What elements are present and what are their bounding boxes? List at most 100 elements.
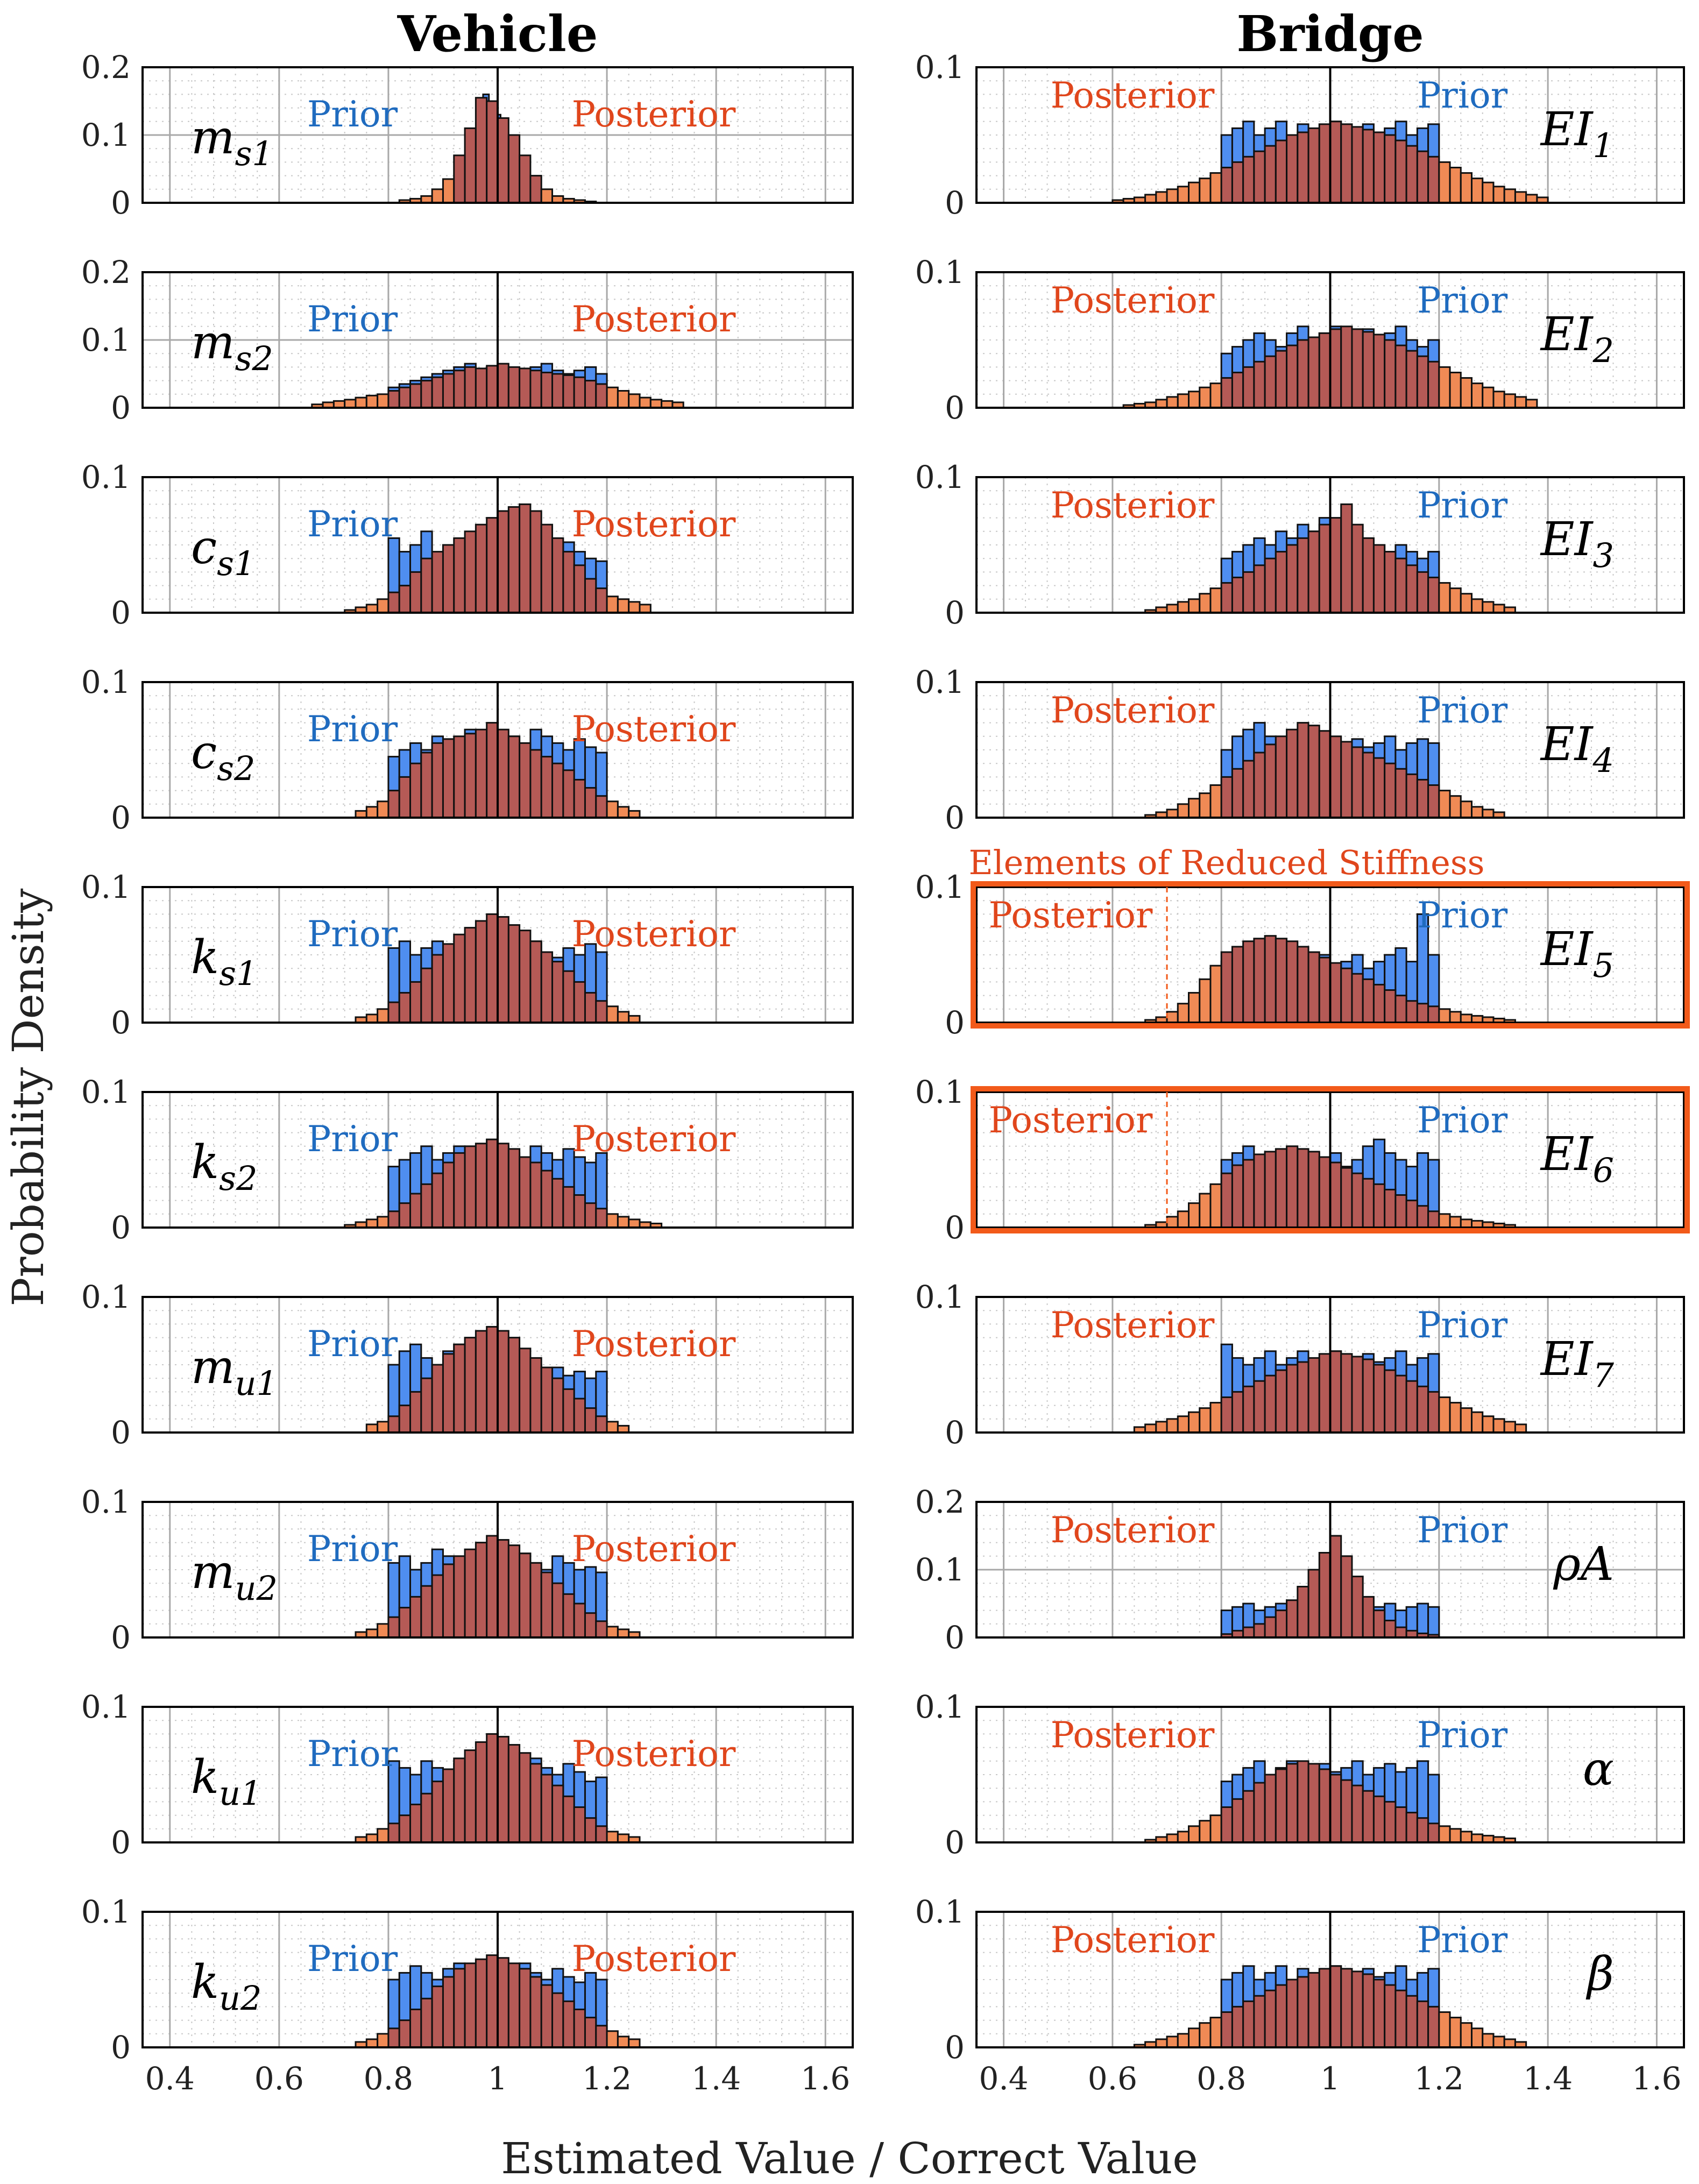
posterior-bar bbox=[1155, 191, 1168, 204]
posterior-bar bbox=[1209, 172, 1222, 204]
panel-cs2: 0 0.1 Prior Posterior cs2 bbox=[81, 664, 854, 836]
posterior-bar bbox=[1318, 956, 1332, 1024]
posterior-bar bbox=[1384, 989, 1397, 1024]
posterior-bar bbox=[1340, 967, 1353, 1024]
parameter-symbol: m bbox=[191, 111, 235, 165]
parameter-symbol: m bbox=[191, 1545, 235, 1599]
parameter-symbol: k bbox=[191, 1136, 219, 1189]
posterior-bar bbox=[1372, 1609, 1386, 1639]
posterior-bar bbox=[529, 749, 542, 819]
posterior-bar bbox=[1372, 1979, 1386, 2048]
y-tick-label: 0 bbox=[111, 2029, 131, 2066]
y-tick-label: 0 bbox=[111, 389, 131, 426]
posterior-bar bbox=[1340, 325, 1353, 409]
panel-ms1: 0 0.1 0.2 Prior Posterior ms1 bbox=[81, 49, 854, 221]
posterior-bar bbox=[1209, 965, 1222, 1024]
posterior-bar bbox=[398, 1202, 412, 1229]
posterior-bar bbox=[519, 367, 532, 409]
posterior-bar bbox=[562, 1388, 575, 1434]
posterior-bar bbox=[1405, 350, 1418, 409]
posterior-bar bbox=[617, 2036, 630, 2048]
posterior-bar bbox=[1242, 1790, 1255, 1843]
posterior-label: Posterior bbox=[1051, 1304, 1215, 1346]
posterior-bar bbox=[1199, 178, 1212, 204]
parameter-subscript: s2 bbox=[217, 749, 255, 788]
posterior-bar bbox=[551, 1582, 564, 1639]
posterior-bar bbox=[1438, 1008, 1451, 1024]
panel-cs1: 0 0.1 Prior Posterior cs1 bbox=[81, 459, 854, 631]
y-tick-label: 0 bbox=[945, 2029, 965, 2066]
x-axis-label: Estimated Value / Correct Value bbox=[501, 2133, 1198, 2183]
posterior-bar bbox=[1286, 134, 1299, 204]
posterior-bar bbox=[1384, 1369, 1397, 1434]
posterior-bar bbox=[617, 390, 630, 409]
posterior-bar bbox=[1362, 1358, 1375, 1434]
posterior-label: Posterior bbox=[989, 1100, 1153, 1141]
posterior-bar bbox=[387, 1001, 400, 1024]
parameter-subscript: s1 bbox=[217, 544, 255, 583]
parameter-label: EI3 bbox=[1540, 513, 1614, 575]
parameter-label: ms2 bbox=[191, 316, 273, 378]
posterior-bar bbox=[377, 1216, 390, 1229]
posterior-bar bbox=[1449, 1828, 1462, 1843]
posterior-bar bbox=[1416, 2000, 1429, 2048]
panel-rhoA: 0 0.1 0.2 Posterior Prior ρA bbox=[915, 1484, 1685, 1656]
posterior-bar bbox=[420, 1997, 433, 2048]
posterior-bar bbox=[1275, 551, 1288, 614]
panel-frame bbox=[141, 1296, 854, 1434]
posterior-bar bbox=[507, 366, 521, 409]
posterior-bar bbox=[486, 1535, 499, 1639]
posterior-bar bbox=[1307, 336, 1320, 409]
posterior-bar bbox=[584, 1407, 597, 1434]
panel-frame bbox=[141, 1911, 854, 2048]
posterior-bar bbox=[365, 394, 379, 409]
parameter-subscript: 6 bbox=[1593, 1151, 1614, 1190]
posterior-bar bbox=[1242, 1626, 1255, 1639]
posterior-bar bbox=[486, 913, 499, 1024]
posterior-bar bbox=[1188, 1825, 1201, 1843]
posterior-bar bbox=[409, 1391, 422, 1434]
posterior-bar bbox=[1231, 1798, 1244, 1843]
posterior-bar bbox=[519, 1156, 532, 1229]
prior-label: Prior bbox=[1417, 485, 1508, 526]
posterior-bar bbox=[1329, 120, 1342, 204]
posterior-bar bbox=[486, 1954, 499, 2048]
posterior-bar bbox=[1307, 1151, 1320, 1229]
posterior-bar bbox=[584, 578, 597, 614]
posterior-bar bbox=[1329, 1965, 1342, 2048]
posterior-bar bbox=[1307, 127, 1320, 204]
posterior-bar bbox=[1503, 1421, 1516, 1434]
posterior-bar bbox=[1460, 1218, 1473, 1229]
posterior-bar bbox=[595, 587, 608, 614]
posterior-bar bbox=[628, 1218, 641, 1229]
posterior-bar bbox=[398, 1814, 412, 1843]
prior-label: Prior bbox=[307, 1733, 398, 1775]
posterior-bar bbox=[442, 943, 455, 1024]
posterior-bar bbox=[519, 1348, 532, 1434]
posterior-bar bbox=[1449, 1011, 1462, 1024]
posterior-bar bbox=[1351, 328, 1364, 409]
posterior-bar bbox=[1166, 1216, 1179, 1229]
posterior-bar bbox=[1394, 768, 1407, 819]
posterior-bar bbox=[507, 506, 521, 614]
posterior-bar bbox=[442, 373, 455, 409]
posterior-bar bbox=[1242, 760, 1255, 819]
posterior-bar bbox=[409, 2008, 422, 2048]
posterior-bar bbox=[409, 1596, 422, 1639]
posterior-bar bbox=[639, 604, 652, 614]
posterior-bar bbox=[540, 188, 554, 204]
posterior-bar bbox=[497, 1735, 509, 1843]
posterior-bar bbox=[464, 366, 477, 409]
posterior-bar bbox=[1188, 2027, 1201, 2048]
panel-ks2: 0 0.1 Prior Posterior ks2 bbox=[81, 1074, 854, 1246]
x-tick-label: 0.8 bbox=[364, 2060, 413, 2097]
posterior-bar bbox=[409, 383, 422, 409]
prior-label: Prior bbox=[307, 1118, 398, 1160]
posterior-bar bbox=[595, 1825, 608, 1843]
posterior-bar bbox=[1372, 757, 1386, 819]
posterior-bar bbox=[1242, 366, 1255, 409]
posterior-bar bbox=[1318, 1968, 1332, 2048]
prior-label: Prior bbox=[307, 913, 398, 955]
posterior-bar bbox=[1166, 188, 1179, 204]
